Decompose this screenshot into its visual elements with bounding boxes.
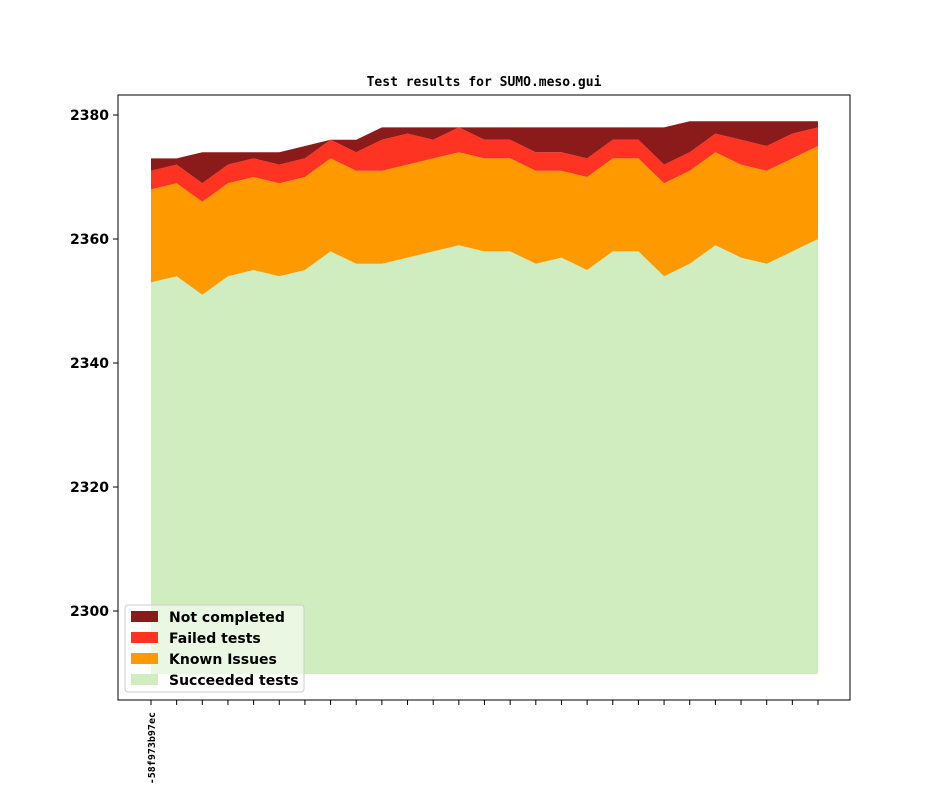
- y-tick-label: 2380: [70, 108, 109, 124]
- area-known-issues: [151, 146, 818, 295]
- x-axis: -58f973b97ec: [147, 700, 819, 784]
- y-tick-label: 2360: [70, 232, 109, 248]
- y-tick-label: 2300: [70, 604, 109, 620]
- y-tick-label: 2320: [70, 480, 109, 496]
- chart-title: Test results for SUMO.meso.gui: [367, 75, 602, 90]
- area-series-group: [151, 121, 818, 674]
- x-tick-label: -58f973b97ec: [147, 712, 158, 784]
- legend: Not completed Failed tests Known Issues Suc…: [124, 604, 305, 693]
- y-tick-label: 2340: [70, 356, 109, 372]
- area-failed-tests: [151, 127, 818, 202]
- area-succeeded-tests: [151, 239, 818, 674]
- legend-swatch: [131, 611, 158, 622]
- area-not-completed: [151, 121, 818, 184]
- legend-label: Failed tests: [169, 631, 261, 647]
- legend-box: [124, 604, 305, 693]
- legend-label: Known Issues: [169, 652, 277, 668]
- legend-swatch: [131, 632, 158, 643]
- legend-label: Succeeded tests: [169, 673, 299, 689]
- y-axis: 2300 2320 2340 2360 2380: [70, 108, 118, 620]
- legend-swatch: [131, 653, 158, 664]
- legend-label: Not completed: [169, 610, 285, 626]
- legend-swatch: [131, 674, 158, 685]
